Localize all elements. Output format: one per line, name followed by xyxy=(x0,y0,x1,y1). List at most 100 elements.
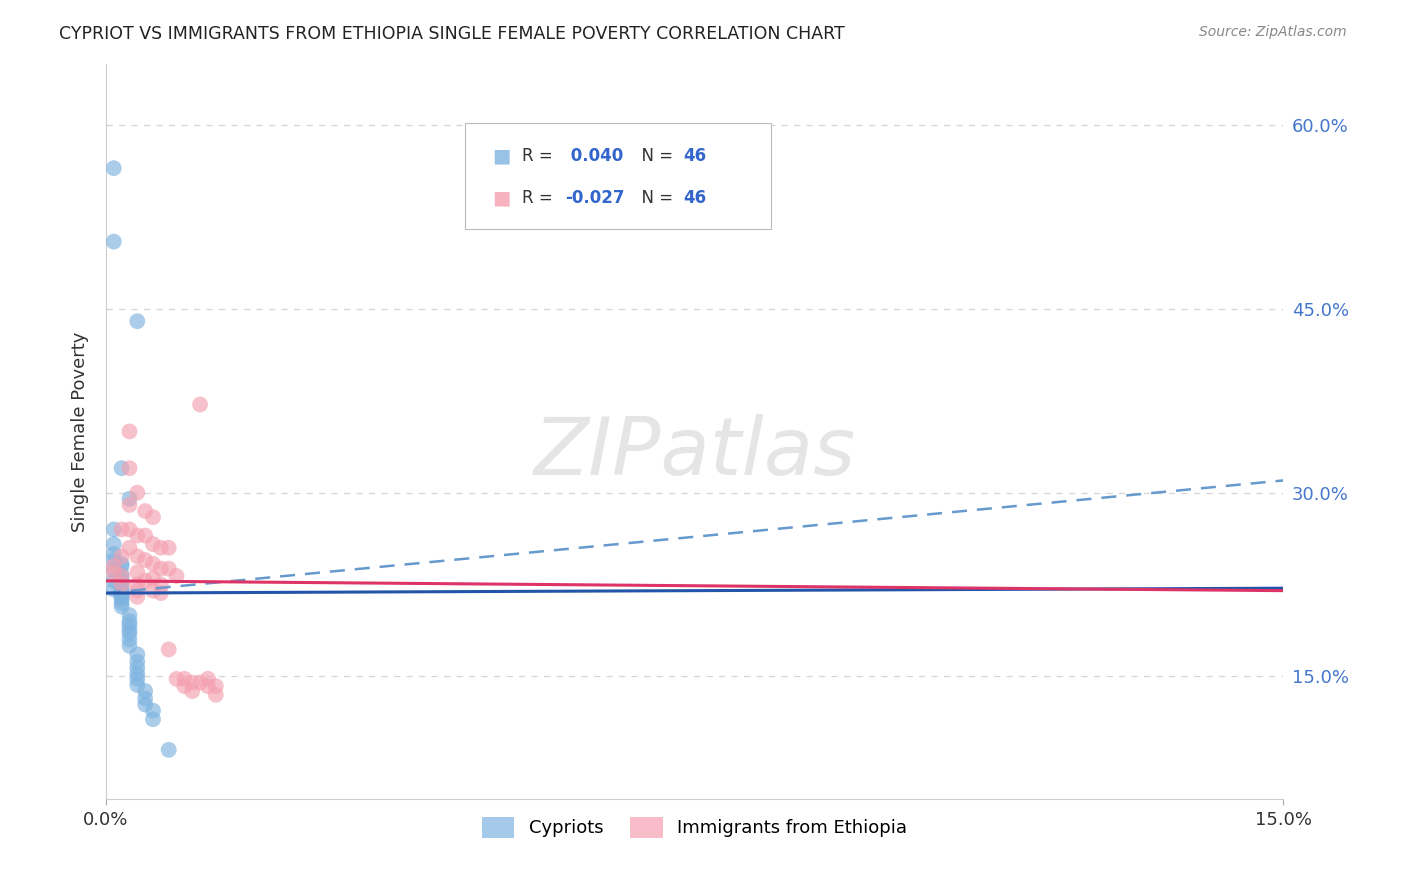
Point xyxy=(181,675,204,690)
Point xyxy=(110,461,132,475)
Point xyxy=(197,679,219,693)
Point xyxy=(127,590,149,604)
Point xyxy=(110,592,132,607)
FancyBboxPatch shape xyxy=(465,123,770,229)
Point xyxy=(103,523,125,537)
Point xyxy=(134,698,156,712)
Point xyxy=(110,567,132,582)
Point xyxy=(181,684,204,698)
Point xyxy=(110,583,132,598)
Point xyxy=(166,569,188,583)
Point xyxy=(118,541,141,555)
Point xyxy=(103,235,125,249)
Point xyxy=(142,537,165,551)
Point xyxy=(118,632,141,647)
Point xyxy=(127,655,149,669)
Text: Source: ZipAtlas.com: Source: ZipAtlas.com xyxy=(1199,25,1347,39)
Point xyxy=(134,504,156,518)
Text: ZIPatlas: ZIPatlas xyxy=(533,415,856,492)
Text: CYPRIOT VS IMMIGRANTS FROM ETHIOPIA SINGLE FEMALE POVERTY CORRELATION CHART: CYPRIOT VS IMMIGRANTS FROM ETHIOPIA SING… xyxy=(59,25,845,43)
Point xyxy=(188,675,211,690)
Point xyxy=(127,661,149,675)
Point xyxy=(157,541,180,555)
Point xyxy=(127,577,149,591)
Point xyxy=(110,576,132,591)
Point xyxy=(127,528,149,542)
Point xyxy=(127,314,149,328)
Point xyxy=(127,667,149,681)
Point xyxy=(103,563,125,577)
Point xyxy=(157,561,180,575)
Point xyxy=(110,569,132,583)
Point xyxy=(110,549,132,564)
Point xyxy=(110,577,132,591)
Point xyxy=(127,678,149,692)
Point xyxy=(110,596,132,610)
Text: R =: R = xyxy=(522,147,558,165)
Point xyxy=(204,679,226,693)
Point xyxy=(118,618,141,632)
Text: N =: N = xyxy=(631,189,679,207)
Point xyxy=(127,566,149,580)
Legend: Cypriots, Immigrants from Ethiopia: Cypriots, Immigrants from Ethiopia xyxy=(475,810,915,845)
Point xyxy=(103,553,125,567)
Point xyxy=(103,161,125,176)
Point xyxy=(142,557,165,571)
Point xyxy=(110,559,132,574)
Point xyxy=(118,491,141,506)
Point xyxy=(142,571,165,585)
Point xyxy=(134,691,156,706)
Point xyxy=(204,688,226,702)
Point xyxy=(103,559,125,574)
Point xyxy=(110,523,132,537)
Point xyxy=(134,684,156,698)
Point xyxy=(149,561,172,575)
Point xyxy=(142,583,165,598)
Point xyxy=(127,583,149,598)
Point xyxy=(118,614,141,628)
Text: ■: ■ xyxy=(492,188,510,208)
Point xyxy=(157,642,180,657)
Point xyxy=(142,704,165,718)
Point xyxy=(142,712,165,726)
Point xyxy=(127,485,149,500)
Point xyxy=(134,553,156,567)
Text: -0.027: -0.027 xyxy=(565,189,624,207)
Y-axis label: Single Female Poverty: Single Female Poverty xyxy=(72,331,89,532)
Point xyxy=(173,679,195,693)
Point xyxy=(118,461,141,475)
Point xyxy=(118,639,141,653)
Text: 46: 46 xyxy=(683,147,706,165)
Point xyxy=(110,586,132,600)
Point xyxy=(127,648,149,662)
Point xyxy=(103,574,125,588)
Point xyxy=(197,672,219,686)
Point xyxy=(118,498,141,512)
Point xyxy=(173,672,195,686)
Point xyxy=(157,743,180,757)
Point xyxy=(103,547,125,561)
Point xyxy=(166,672,188,686)
Point xyxy=(127,549,149,564)
Point xyxy=(142,510,165,524)
Point xyxy=(110,599,132,614)
Text: 46: 46 xyxy=(683,189,706,207)
Point xyxy=(149,541,172,555)
Point xyxy=(110,590,132,604)
Point xyxy=(110,587,132,601)
Point xyxy=(118,523,141,537)
Point xyxy=(149,577,172,591)
Point xyxy=(188,397,211,411)
Point xyxy=(103,566,125,580)
Text: 0.040: 0.040 xyxy=(565,147,623,165)
Point xyxy=(127,672,149,686)
Point xyxy=(118,608,141,623)
Point xyxy=(110,571,132,585)
Point xyxy=(110,585,132,599)
Point xyxy=(110,589,132,603)
Point xyxy=(134,574,156,588)
Point xyxy=(103,537,125,551)
Point xyxy=(110,580,132,594)
Text: R =: R = xyxy=(522,189,558,207)
Text: N =: N = xyxy=(631,147,679,165)
